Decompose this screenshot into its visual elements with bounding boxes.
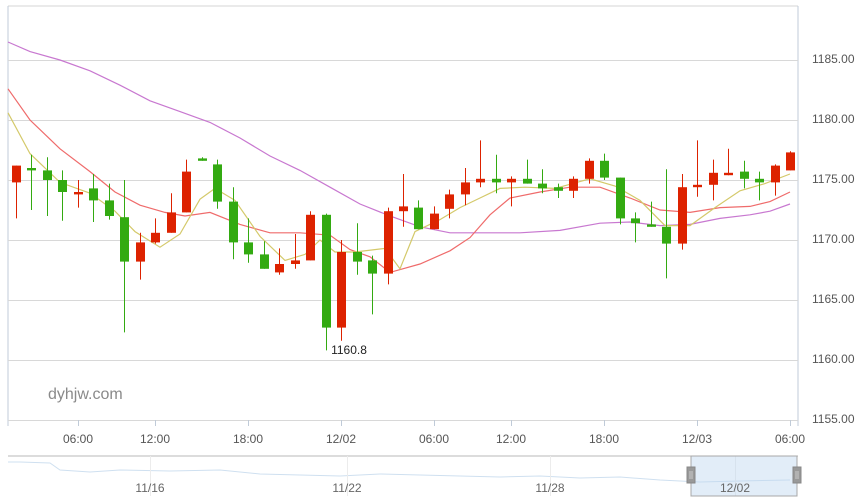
y-tick-label: 1180.00 [812,112,855,126]
navigator-left-handle[interactable] [686,466,696,484]
candle-body[interactable] [771,165,780,183]
candle-body[interactable] [476,178,485,183]
x-tick-label: 18:00 [232,432,264,446]
x-tick-label: 06:00 [62,432,94,446]
candle-body[interactable] [384,211,393,274]
candle-body[interactable] [647,224,656,227]
candle-body[interactable] [507,178,516,183]
candle-body[interactable] [291,260,300,264]
candle-body[interactable] [585,160,594,179]
candle-body[interactable] [58,180,67,192]
candle-body[interactable] [182,171,191,213]
candle-body[interactable] [167,212,176,233]
candle-body[interactable] [213,164,222,202]
y-tick-label: 1155.00 [812,412,855,426]
x-tick-label: 12/03 [681,432,713,446]
candle-body[interactable] [461,182,470,195]
candle-body[interactable] [322,214,331,328]
candle-body[interactable] [260,254,269,269]
candle-body[interactable] [74,192,83,195]
candle-body[interactable] [538,183,547,189]
candle-body[interactable] [229,201,238,243]
candle-body[interactable] [414,207,423,230]
navigator-date-label: 11/16 [135,481,165,495]
candle-body[interactable] [27,168,36,171]
candle-body[interactable] [353,252,362,262]
candle-body[interactable] [136,242,145,262]
candle-body[interactable] [600,160,609,178]
navigator-selection[interactable] [690,455,798,497]
candle-body[interactable] [523,178,532,184]
x-tick-label: 06:00 [418,432,450,446]
candle-body[interactable] [89,188,98,201]
y-tick-label: 1160.00 [812,352,855,366]
candle-body[interactable] [678,187,687,244]
y-tick-label: 1165.00 [812,292,855,306]
candle-body[interactable] [105,200,114,216]
candle-body[interactable] [755,178,764,183]
candle-body[interactable] [569,178,578,191]
candle-body[interactable] [12,165,21,183]
candle-body[interactable] [244,242,253,255]
x-tick-label: 12:00 [495,432,527,446]
low-price-annotation: 1160.8 [331,342,367,357]
candle-body[interactable] [786,152,795,171]
navigator-right-handle[interactable] [792,466,802,484]
y-tick-label: 1170.00 [812,232,855,246]
candle-body[interactable] [554,187,563,191]
candle-body[interactable] [43,170,52,180]
candle-body[interactable] [616,177,625,219]
x-tick-label: 12/02 [325,432,357,446]
candle-body[interactable] [445,194,454,209]
x-tick-label: 06:00 [774,432,806,446]
candle-body[interactable] [198,158,207,161]
candle-body[interactable] [631,218,640,224]
candle-body[interactable] [306,214,315,261]
candle-body[interactable] [492,178,501,183]
y-tick-label: 1175.00 [812,172,855,186]
candle-body[interactable] [337,252,346,328]
ma-long-line [7,41,791,234]
navigator-date-label: 12/02 [719,481,751,495]
navigator-date-label: 11/28 [535,481,565,495]
navigator-date-label: 11/22 [332,481,362,495]
navigator-series [8,461,791,483]
x-tick-label: 12:00 [139,432,171,446]
candle-body[interactable] [693,184,702,188]
y-tick-label: 1185.00 [812,52,855,66]
candle-body[interactable] [368,260,377,274]
candle-body[interactable] [120,217,129,262]
candle-body[interactable] [709,172,718,185]
candle-body[interactable] [399,206,408,212]
candle-body[interactable] [724,172,733,176]
watermark: dyhjw.com [48,386,123,403]
candle-body[interactable] [740,171,749,179]
candle-body[interactable] [430,213,439,230]
x-tick-label: 18:00 [588,432,620,446]
candle-body[interactable] [662,226,671,244]
candle-body[interactable] [151,232,160,243]
candle-body[interactable] [275,264,284,273]
